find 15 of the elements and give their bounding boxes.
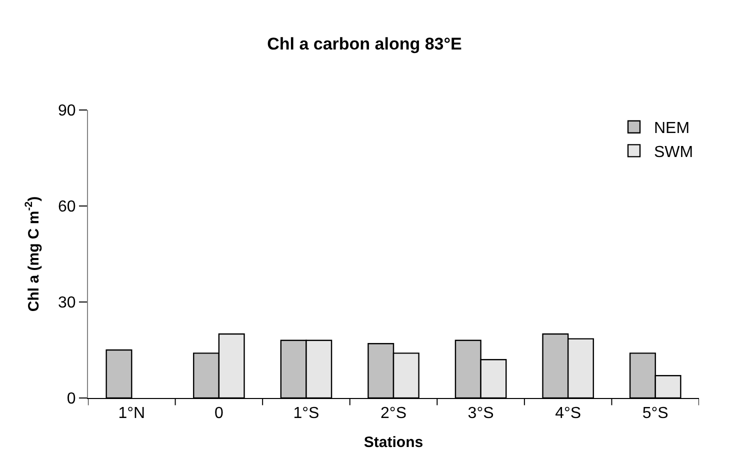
x-tick-label: 4°S xyxy=(555,405,582,422)
y-tick-label: 60 xyxy=(58,198,76,216)
x-tick-label: 0 xyxy=(214,405,224,422)
y-tick-label: 30 xyxy=(58,294,76,312)
legend-label: SWM xyxy=(654,144,694,161)
x-tick-label: 5°S xyxy=(642,405,668,422)
y-tick-label: 0 xyxy=(66,390,76,408)
x-tick-label: 1°S xyxy=(293,405,320,422)
chart-title: Chl a carbon along 83°E xyxy=(267,34,462,54)
x-tick-label: 2°S xyxy=(380,405,406,422)
x-axis-title: Stations xyxy=(364,434,424,452)
legend-label: NEM xyxy=(654,120,690,138)
x-tick-label: 3°S xyxy=(468,405,494,422)
y-tick-label: 90 xyxy=(58,102,76,120)
x-tick-label: 1°N xyxy=(118,405,146,422)
